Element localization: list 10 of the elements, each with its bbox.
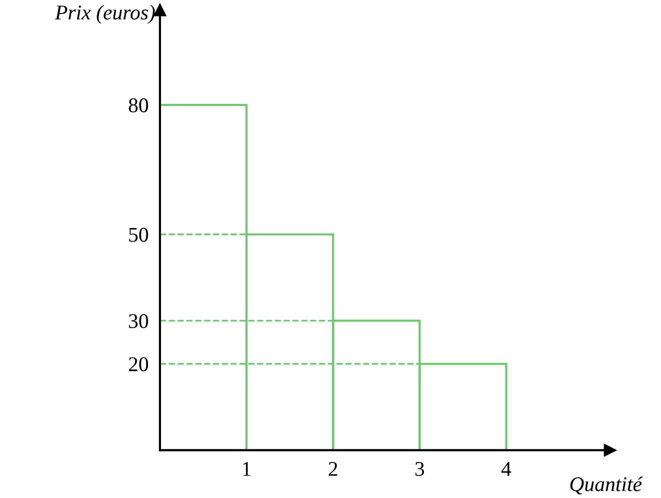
x-tick-label: 4 [501, 462, 512, 476]
y-tick-label: 30 [129, 314, 148, 328]
x-axis-title: Quantité [570, 476, 643, 494]
x-tick-label: 2 [328, 462, 338, 476]
y-tick-label: 50 [129, 228, 148, 242]
x-tick-label: 3 [415, 462, 424, 476]
x-tick-label: 1 [243, 462, 250, 476]
y-tick-label: 20 [128, 357, 148, 372]
y-axis-title: Prix (euros) [54, 4, 155, 24]
y-tick-label: 80 [128, 98, 148, 112]
